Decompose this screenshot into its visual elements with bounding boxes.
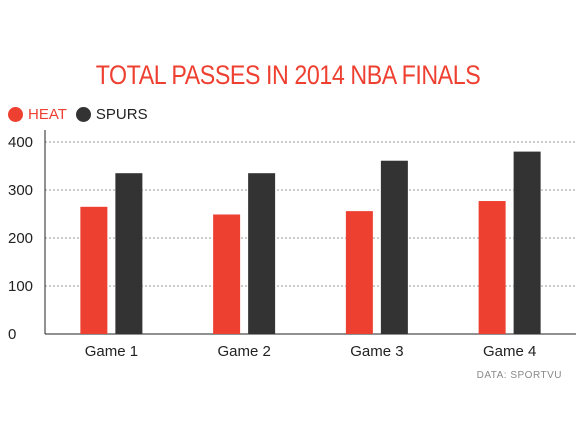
legend-item-spurs: SPURS [75, 105, 148, 123]
y-tick-label: 400 [8, 134, 33, 151]
y-tick-label: 200 [8, 230, 33, 247]
y-tick-label: 0 [8, 326, 16, 343]
bar-spurs [513, 151, 541, 334]
legend-swatch-heat [8, 106, 23, 122]
legend: HEAT SPURS [8, 104, 157, 124]
bar-heat [478, 201, 506, 334]
legend-label-spurs: SPURS [95, 105, 148, 123]
bar-heat [80, 206, 108, 334]
bar-spurs [248, 173, 276, 334]
legend-item-heat: HEAT [8, 106, 67, 123]
chart-title: TOTAL PASSES IN 2014 NBA FINALS [95, 60, 481, 90]
y-tick-label: 300 [8, 182, 33, 199]
y-tick-label: 100 [8, 278, 33, 295]
bar-spurs [380, 160, 408, 334]
x-tick-label: Game 3 [350, 343, 403, 360]
bar-heat [213, 214, 241, 334]
bar-heat [345, 211, 373, 334]
x-tick-label: Game 2 [217, 343, 270, 360]
data-source: DATA: SPORTVU [476, 370, 562, 381]
x-tick-label: Game 1 [85, 343, 138, 360]
legend-swatch-spurs [75, 106, 91, 122]
bar-spurs [115, 173, 143, 334]
legend-label-heat: HEAT [28, 105, 67, 123]
x-tick-label: Game 4 [483, 343, 536, 360]
